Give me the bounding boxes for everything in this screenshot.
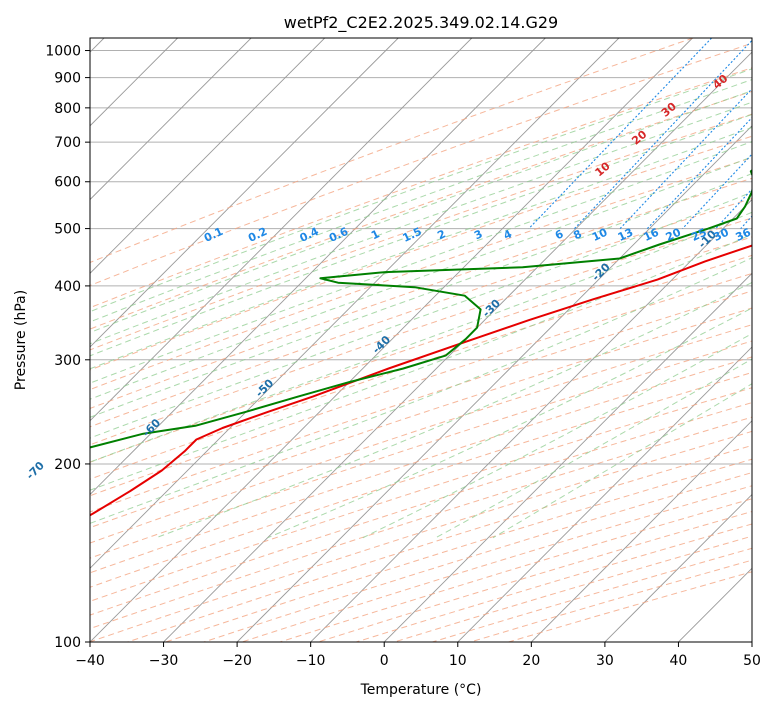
mixing-ratio-label: 36 bbox=[733, 226, 753, 244]
x-tick-label: 40 bbox=[670, 653, 688, 669]
y-tick-label: 1000 bbox=[45, 44, 81, 60]
mixing-ratio-line bbox=[528, 38, 713, 229]
isotherm-line bbox=[310, 198, 752, 642]
isotherm-line bbox=[90, 38, 399, 348]
dry-adiabat-line bbox=[90, 371, 752, 588]
y-tick-label: 800 bbox=[54, 101, 81, 117]
dry-adiabat-line bbox=[90, 42, 752, 287]
mixing-ratio-label: 10 bbox=[590, 226, 610, 244]
moist-adiabat-line bbox=[90, 173, 752, 418]
y-tick-label: 100 bbox=[54, 635, 81, 651]
y-tick-label: 300 bbox=[54, 353, 81, 369]
x-axis-label: Temperature (°C) bbox=[360, 682, 482, 698]
isotherm-line bbox=[90, 38, 473, 422]
moist-adiabat-line bbox=[435, 358, 752, 539]
x-tick-label: 30 bbox=[596, 653, 614, 669]
dewpoint-line bbox=[90, 169, 752, 449]
isotherm-line bbox=[90, 38, 546, 496]
moist-adiabat-line bbox=[90, 156, 752, 400]
isotherm-line bbox=[236, 125, 752, 642]
y-tick-label: 200 bbox=[54, 457, 81, 473]
moist-adiabat-line bbox=[90, 101, 752, 345]
mixing-ratio-label: 16 bbox=[642, 226, 662, 244]
moist-adiabat-line bbox=[362, 333, 752, 539]
isotherm-line bbox=[457, 346, 752, 642]
mixing-ratio-label: 20 bbox=[664, 226, 684, 244]
dry-adiabat-line bbox=[90, 177, 752, 409]
moist-adiabat-line bbox=[90, 141, 752, 384]
series-layer bbox=[90, 169, 752, 517]
dry-adiabat-line bbox=[90, 356, 752, 574]
moist-adiabat-line bbox=[90, 126, 752, 370]
mixing-ratio-label: 13 bbox=[616, 226, 635, 244]
dry-adiabat-line bbox=[90, 38, 694, 264]
x-tick-label: 50 bbox=[743, 653, 761, 669]
x-tick-label: 0 bbox=[380, 653, 389, 669]
isotherm-line bbox=[383, 272, 752, 642]
y-axis: 1000 900 800 700 600 500 400 300 200 100 bbox=[45, 44, 90, 651]
y-tick-label: 700 bbox=[54, 135, 81, 151]
background-lines bbox=[90, 38, 752, 642]
dry-adiabat-line bbox=[90, 307, 752, 529]
temperature-line bbox=[90, 244, 752, 517]
y-tick-label: 500 bbox=[54, 222, 81, 238]
y-tick-label: 900 bbox=[54, 71, 81, 87]
x-axis: −40 −30 −20 −10 0 10 20 30 40 50 bbox=[75, 642, 761, 669]
dry-adiabat-line bbox=[90, 324, 752, 544]
isotherm-line bbox=[604, 493, 752, 642]
moist-adiabat-line bbox=[90, 191, 752, 439]
x-tick-label: −30 bbox=[149, 653, 179, 669]
dry-adiabat-line bbox=[90, 272, 752, 497]
mixing-ratio-line bbox=[682, 153, 752, 229]
x-tick-label: 20 bbox=[522, 653, 540, 669]
y-tick-label: 400 bbox=[54, 279, 81, 295]
chart-title: wetPf2_C2E2.2025.349.02.14.G29 bbox=[284, 13, 558, 33]
isotherm-line bbox=[531, 420, 752, 642]
isotherm-line bbox=[90, 38, 693, 642]
isotherm-line bbox=[90, 38, 326, 274]
x-tick-label: −10 bbox=[296, 653, 326, 669]
moist-adiabat-line bbox=[267, 307, 752, 539]
moist-adiabat-line bbox=[90, 68, 752, 313]
moist-adiabat-line bbox=[90, 211, 752, 463]
isotherm-line bbox=[90, 38, 252, 201]
y-axis-label: Pressure (hPa) bbox=[13, 290, 29, 390]
isotherm-line bbox=[90, 38, 620, 569]
mixing-ratio-label: 30 bbox=[711, 226, 731, 244]
moist-adiabat-line bbox=[90, 79, 752, 323]
y-tick-label: 600 bbox=[54, 175, 81, 191]
plot-frame bbox=[89, 37, 753, 643]
mixing-ratio-label: 25 bbox=[689, 226, 708, 244]
x-tick-label: −40 bbox=[75, 653, 105, 669]
x-tick-label: 10 bbox=[449, 653, 467, 669]
dry-adiabat-line bbox=[90, 217, 752, 446]
x-tick-label: −20 bbox=[222, 653, 252, 669]
